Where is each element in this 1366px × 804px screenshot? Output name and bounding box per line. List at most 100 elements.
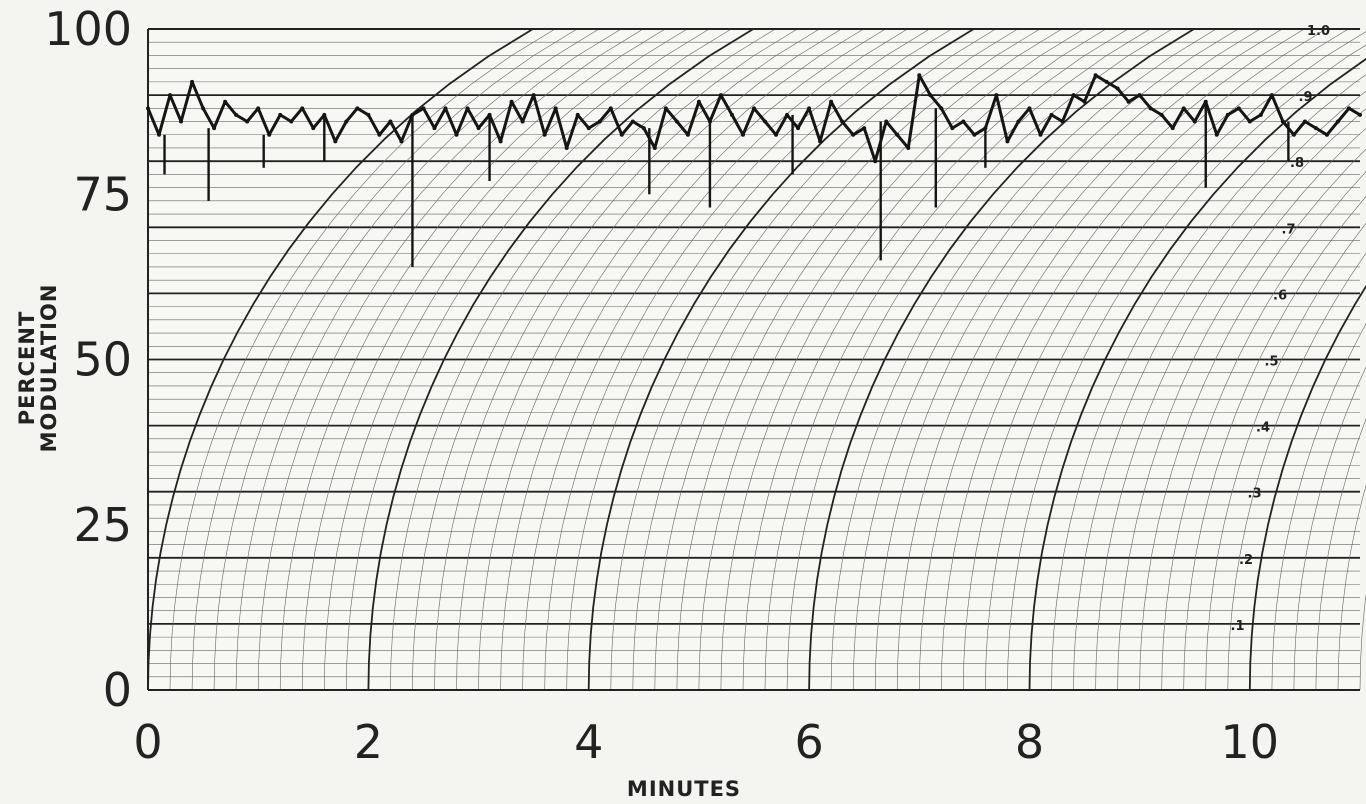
data-point (256, 106, 261, 111)
data-point (344, 119, 349, 124)
grid-arc (1227, 252, 1366, 691)
x-tick-label: 10 (1221, 715, 1280, 769)
grid-arc (1315, 418, 1366, 691)
data-point (1104, 79, 1109, 84)
grid-arc (191, 28, 578, 691)
data-point (1358, 112, 1362, 117)
data-point (906, 145, 911, 150)
data-point (785, 112, 790, 117)
grid-arc (919, 28, 1305, 691)
x-tick-label: 2 (354, 715, 383, 769)
grid-arc (500, 28, 886, 691)
grid-arc (324, 28, 710, 691)
data-point (355, 106, 360, 111)
data-point (531, 93, 536, 98)
grid-arc (434, 28, 820, 691)
data-point (685, 132, 690, 137)
y-tick-label: 50 (73, 333, 132, 387)
data-point (1082, 99, 1087, 104)
data-point (630, 119, 635, 124)
y-tick-label: 75 (73, 167, 132, 221)
data-point (201, 106, 206, 111)
y-axis-title-line-2: MODULATION (37, 284, 61, 453)
grid-arc (786, 28, 1173, 691)
data-point (476, 126, 481, 131)
data-point (1269, 93, 1274, 98)
data-point (1170, 126, 1175, 131)
data-point (498, 139, 503, 144)
data-point (1038, 132, 1043, 137)
scale-label: .3 (1248, 487, 1262, 502)
data-point (1027, 106, 1032, 111)
data-point (663, 106, 668, 111)
grid-arc (830, 28, 1217, 691)
data-point (873, 159, 878, 164)
data-point (1291, 132, 1296, 137)
data-point (774, 132, 779, 137)
data-point (718, 93, 723, 98)
data-point (1060, 119, 1065, 124)
grid-arc (808, 28, 1195, 691)
scale-label: .9 (1299, 90, 1313, 105)
data-point (454, 132, 459, 137)
data-point (1346, 106, 1351, 111)
data-point (884, 119, 889, 124)
data-point (1093, 73, 1098, 78)
scale-label: .1 (1231, 619, 1245, 634)
grid-arc (1359, 593, 1366, 691)
data-point (1181, 106, 1186, 111)
data-point (674, 119, 679, 124)
grid-arc (1205, 222, 1366, 691)
chart-grid (147, 28, 1366, 691)
data-point (1192, 119, 1197, 124)
scale-label: 1.0 (1307, 24, 1330, 39)
data-point (729, 112, 734, 117)
grid-arc (874, 28, 1261, 691)
data-point (157, 132, 162, 137)
data-point (1005, 139, 1010, 144)
x-axis-ticks: 0 2 4 6 8 10 (133, 715, 1279, 769)
data-point (939, 106, 944, 111)
data-point (1159, 112, 1164, 117)
data-point (333, 139, 338, 144)
grid-arc (985, 31, 1366, 691)
grid-arc (1007, 44, 1366, 691)
grid-arc (1183, 195, 1366, 691)
grid-arc (720, 28, 1107, 691)
data-point (586, 126, 591, 131)
data-point (851, 132, 856, 137)
data-point (212, 126, 217, 131)
grid-arc (544, 28, 930, 691)
data-point (740, 132, 745, 137)
scale-label: .6 (1273, 288, 1287, 303)
data-point (696, 99, 701, 104)
grid-arc (1293, 366, 1366, 691)
data-point (146, 106, 150, 111)
data-point (961, 119, 966, 124)
grid-arc (346, 28, 732, 691)
grid-arc (1271, 323, 1366, 691)
data-point (641, 126, 646, 131)
grid-arc (213, 28, 600, 691)
scale-label: .5 (1265, 355, 1279, 370)
y-tick-label: 100 (44, 2, 132, 56)
data-point (388, 119, 393, 124)
data-point (311, 126, 316, 131)
data-point (520, 119, 525, 124)
data-point (1148, 106, 1153, 111)
data-point (234, 112, 239, 117)
data-point (443, 106, 448, 111)
data-point (1214, 132, 1219, 137)
grid-arc (1095, 108, 1366, 691)
data-point (465, 106, 470, 111)
data-point (1071, 93, 1076, 98)
data-point (829, 99, 834, 104)
grid-arc (852, 28, 1239, 691)
data-point (972, 132, 977, 137)
data-point (1280, 119, 1285, 124)
data-point (862, 126, 867, 131)
grid-arc (764, 28, 1151, 691)
data-point (796, 126, 801, 131)
data-point (652, 145, 657, 150)
